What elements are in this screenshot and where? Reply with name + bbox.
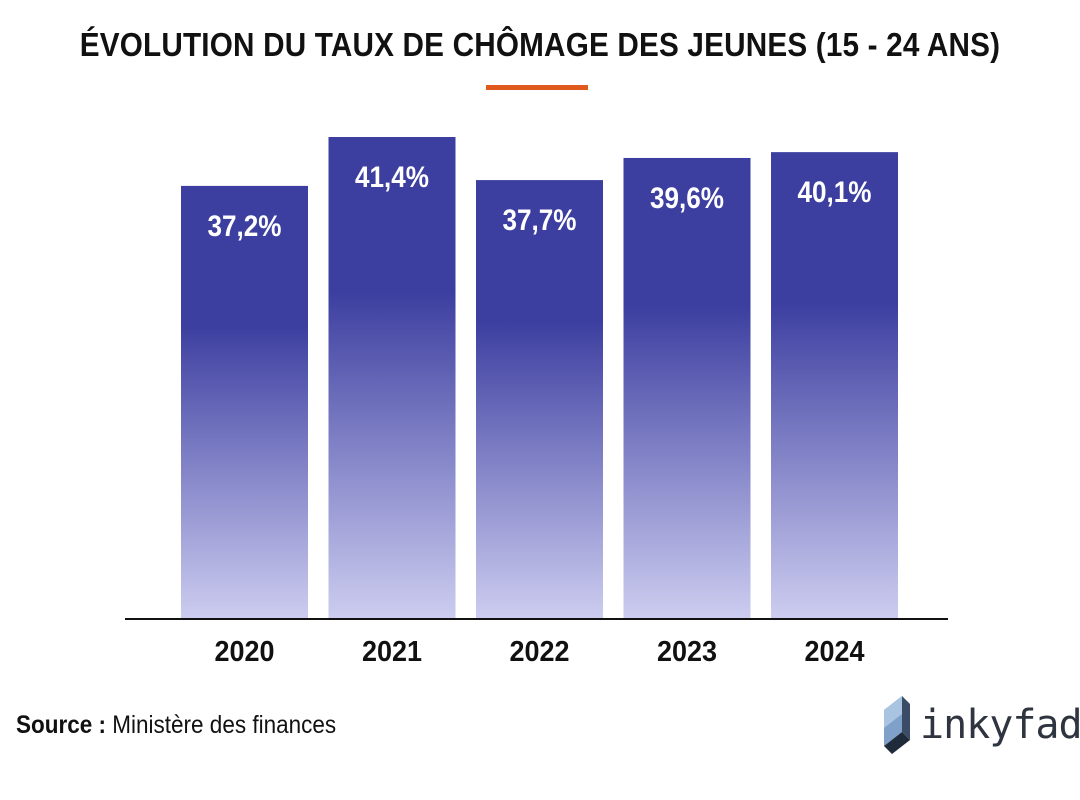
bar-value-label: 40,1%: [798, 176, 872, 209]
bar-value-label: 37,7%: [503, 204, 577, 237]
inkyfada-logo: inkyfada: [880, 688, 1080, 768]
source-label: Source :: [16, 711, 107, 739]
title-accent-rule: [486, 85, 588, 90]
chart-title: ÉVOLUTION DU TAUX DE CHÔMAGE DES JEUNES …: [79, 26, 1001, 63]
bar-2022: [476, 180, 603, 619]
source-note: Source : Ministère des finances: [16, 711, 336, 740]
bar-2021: [328, 137, 456, 619]
bar-chart: 37,2% 41,4% 37,7% 39,6% 40,1% 2020 2021 2022 20…: [125, 137, 948, 668]
logo-wordmark: inkyfada: [920, 702, 1080, 748]
bar-value-label: 41,4%: [355, 161, 429, 194]
x-tick-label: 2024: [805, 636, 865, 668]
bar-2024: [771, 152, 898, 620]
x-tick-label: 2021: [362, 636, 422, 668]
x-tick-label: 2020: [215, 636, 275, 668]
x-tick-label: 2022: [510, 636, 570, 668]
x-tick-label: 2023: [657, 636, 717, 668]
bar-2023: [623, 157, 751, 619]
bar-value-label: 37,2%: [208, 210, 282, 243]
inkyfada-logo-icon: [884, 696, 910, 754]
bar-2020: [181, 185, 308, 619]
source-text: Ministère des finances: [112, 711, 337, 739]
bar-value-label: 39,6%: [650, 182, 724, 215]
